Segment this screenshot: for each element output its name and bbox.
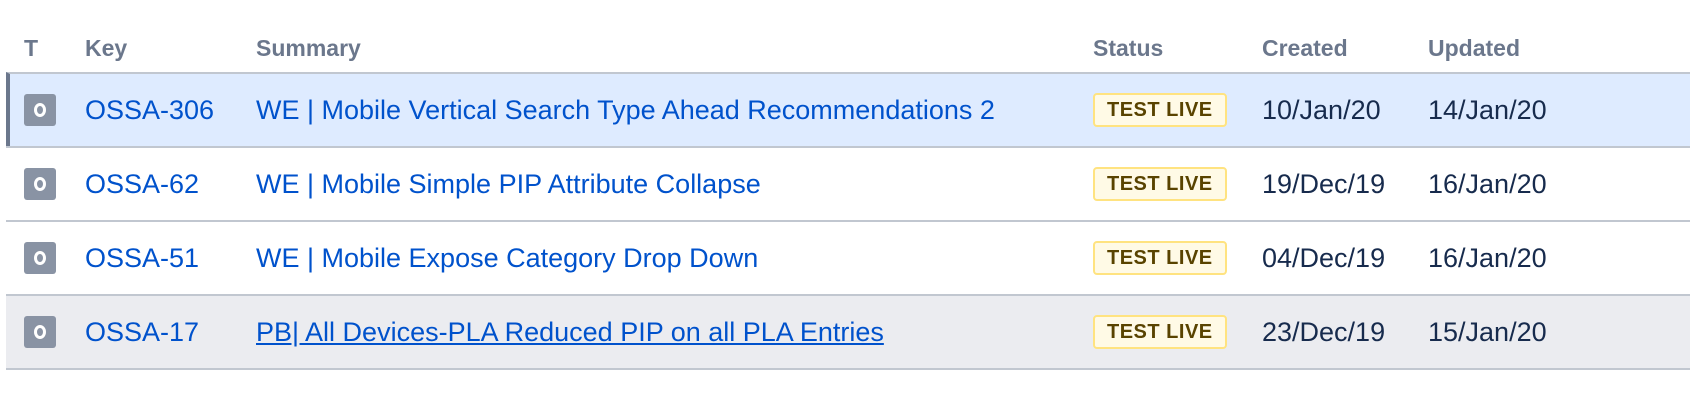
table-row[interactable]: OSSA-62 WE | Mobile Simple PIP Attribute… — [6, 146, 1690, 220]
table-row[interactable]: OSSA-17 PB| All Devices-PLA Reduced PIP … — [6, 294, 1690, 370]
issue-created-date: 19/Dec/19 — [1262, 169, 1386, 199]
issue-created-date: 10/Jan/20 — [1262, 95, 1381, 125]
column-header-summary[interactable]: Summary — [256, 35, 361, 61]
status-badge: TEST LIVE — [1093, 315, 1227, 349]
issue-updated-date: 16/Jan/20 — [1428, 243, 1547, 273]
issue-updated-date: 14/Jan/20 — [1428, 95, 1547, 125]
column-header-created[interactable]: Created — [1262, 35, 1348, 61]
issue-summary-cell: WE | Mobile Vertical Search Type Ahead R… — [256, 74, 995, 146]
issue-key-cell: OSSA-51 — [85, 222, 199, 294]
issue-updated-date: 15/Jan/20 — [1428, 317, 1547, 347]
issue-key-link[interactable]: OSSA-62 — [85, 169, 200, 199]
issue-type-icon — [24, 168, 56, 200]
issue-key-link[interactable]: OSSA-306 — [85, 95, 215, 125]
issue-key-cell: OSSA-62 — [85, 148, 199, 220]
issue-type-cell — [24, 296, 56, 368]
issue-summary-cell: WE | Mobile Simple PIP Attribute Collaps… — [256, 148, 761, 220]
column-header-type[interactable]: T — [24, 35, 39, 61]
issue-type-icon — [24, 316, 56, 348]
status-badge: TEST LIVE — [1093, 93, 1227, 127]
issue-status-cell: TEST LIVE — [1093, 296, 1227, 368]
column-header-updated[interactable]: Updated — [1428, 35, 1520, 61]
issue-key-cell: OSSA-17 — [85, 296, 199, 368]
issue-summary-link[interactable]: PB| All Devices-PLA Reduced PIP on all P… — [256, 317, 884, 347]
issue-summary-link[interactable]: WE | Mobile Expose Category Drop Down — [256, 243, 759, 273]
issue-created-date: 23/Dec/19 — [1262, 317, 1386, 347]
issue-key-link[interactable]: OSSA-17 — [85, 317, 200, 347]
status-badge: TEST LIVE — [1093, 167, 1227, 201]
table-header: T Key Summary Status Created Updated — [0, 0, 1690, 72]
issue-type-icon — [24, 242, 56, 274]
issue-status-cell: TEST LIVE — [1093, 74, 1227, 146]
column-header-key[interactable]: Key — [85, 35, 128, 61]
column-header-status[interactable]: Status — [1093, 35, 1164, 61]
issue-type-cell — [24, 222, 56, 294]
issue-type-icon — [24, 94, 56, 126]
issue-summary-cell: WE | Mobile Expose Category Drop Down — [256, 222, 758, 294]
issue-key-link[interactable]: OSSA-51 — [85, 243, 200, 273]
issue-summary-cell: PB| All Devices-PLA Reduced PIP on all P… — [256, 296, 884, 368]
issue-summary-link[interactable]: WE | Mobile Simple PIP Attribute Collaps… — [256, 169, 761, 199]
table-row[interactable]: OSSA-306 WE | Mobile Vertical Search Typ… — [6, 72, 1690, 146]
issue-status-cell: TEST LIVE — [1093, 222, 1227, 294]
issue-created-date: 04/Dec/19 — [1262, 243, 1386, 273]
issue-type-cell — [24, 148, 56, 220]
table-row[interactable]: OSSA-51 WE | Mobile Expose Category Drop… — [6, 220, 1690, 294]
issue-status-cell: TEST LIVE — [1093, 148, 1227, 220]
issue-key-cell: OSSA-306 — [85, 74, 214, 146]
status-badge: TEST LIVE — [1093, 241, 1227, 275]
issue-type-cell — [24, 74, 56, 146]
issue-summary-link[interactable]: WE | Mobile Vertical Search Type Ahead R… — [256, 95, 995, 125]
issue-updated-date: 16/Jan/20 — [1428, 169, 1547, 199]
